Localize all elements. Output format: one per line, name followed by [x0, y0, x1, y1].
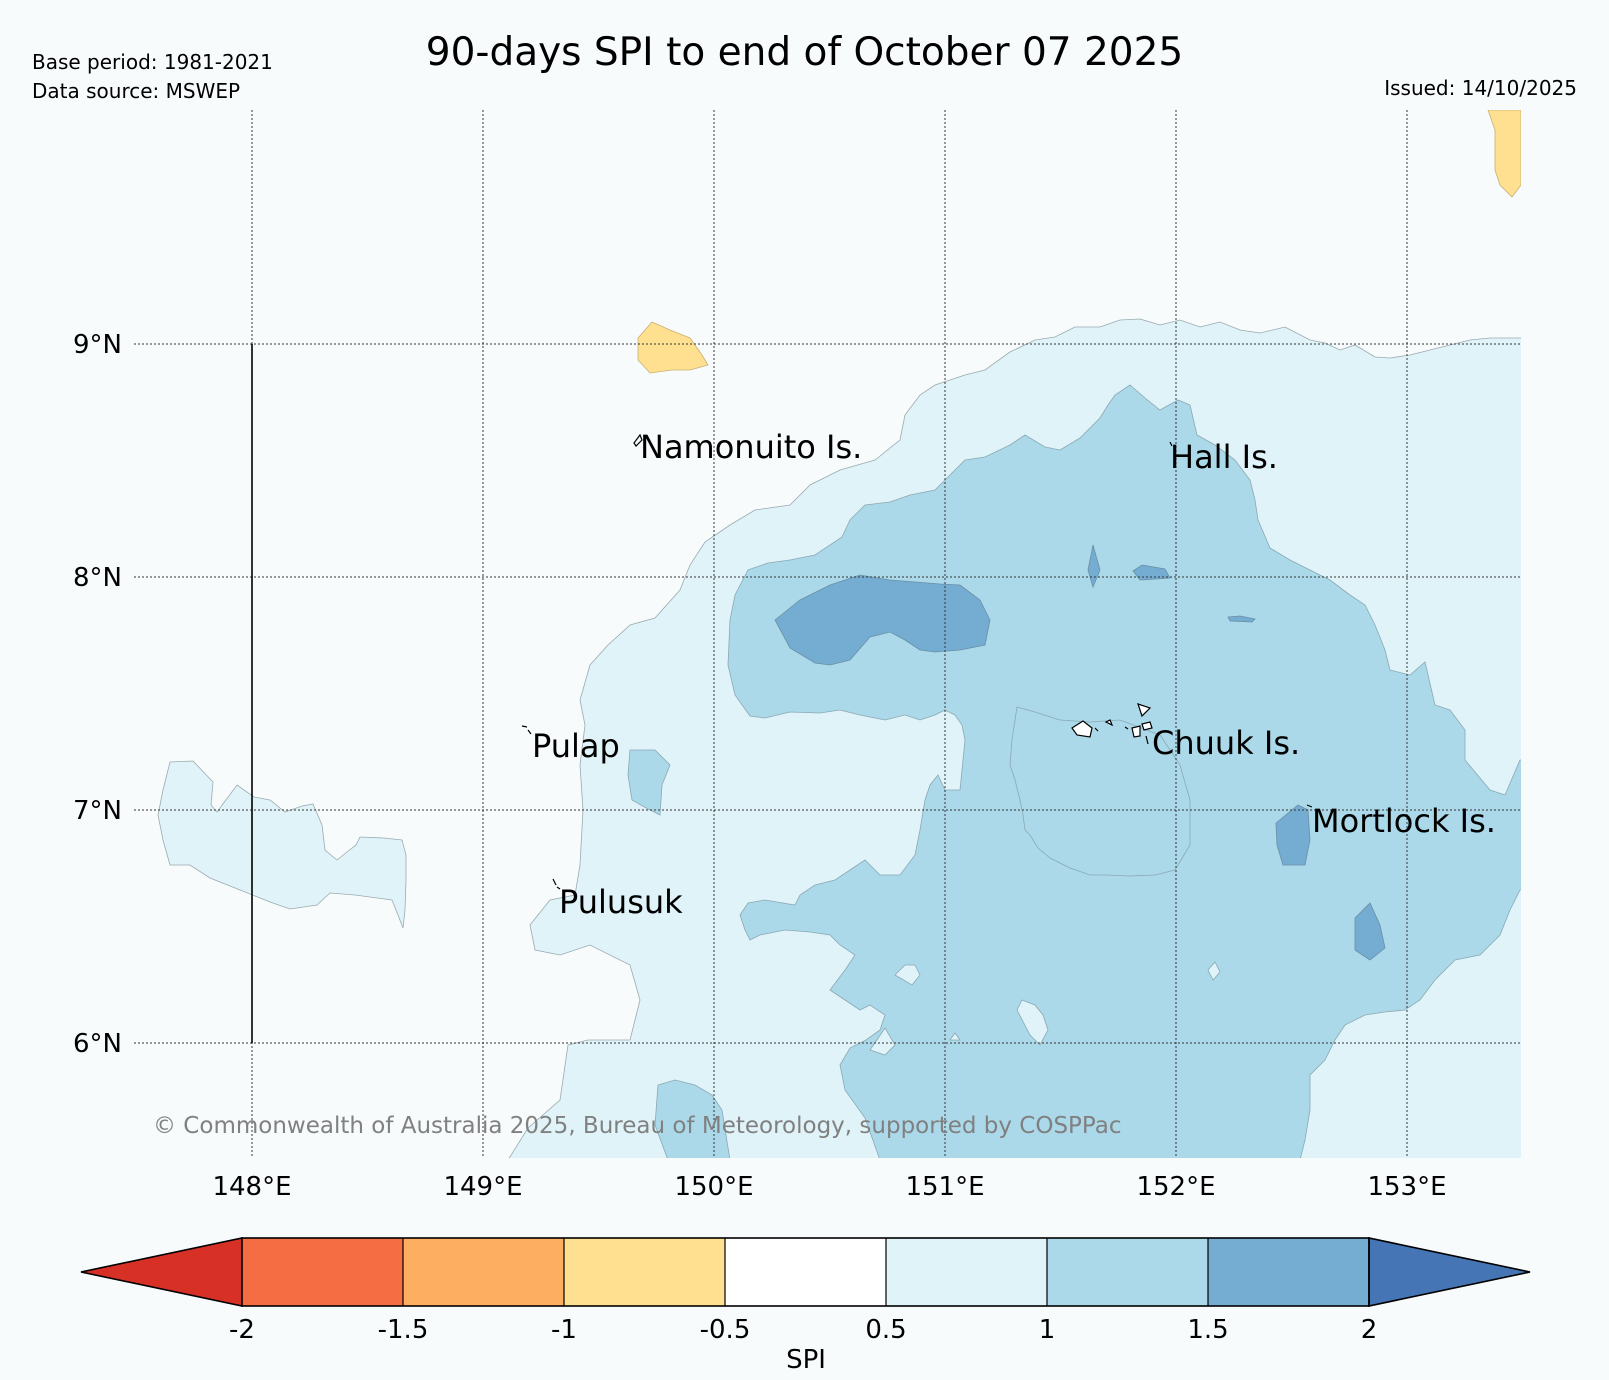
spi-region-dark-3	[1227, 615, 1256, 623]
colorbar-bin-4	[725, 1238, 886, 1306]
chuuk-island-5	[1141, 721, 1153, 731]
data-source-text: Data source: MSWEP	[32, 79, 241, 103]
colorbar-tick: -0.5	[700, 1315, 751, 1345]
pulusuk-island-shape	[552, 878, 561, 890]
colorbar-frame	[241, 1237, 1370, 1307]
place-label-pulusuk: Pulusuk	[559, 883, 683, 921]
chuuk-island-2	[1071, 720, 1093, 738]
colorbar-bin-7	[1208, 1238, 1369, 1306]
colorbar-tick: -1.5	[378, 1315, 429, 1345]
spi-region-dark-5	[1354, 902, 1386, 961]
colorbar-label: SPI	[786, 1345, 826, 1375]
lat-tick-labels: 9°N 8°N 7°N 6°N	[73, 330, 122, 1059]
header-metadata: Base period: 1981-2021 Data source: MSWE…	[32, 48, 273, 106]
colorbar-extend-above	[1368, 1237, 1531, 1307]
base-period-text: Base period: 1981-2021	[32, 50, 273, 74]
lat-tick-8: 8°N	[73, 563, 122, 593]
colorbar-bin-2	[403, 1238, 564, 1306]
colorbar-dividers	[402, 1238, 1209, 1306]
lon-tick-150: 150°E	[674, 1172, 753, 1202]
colorbar-tick: 0.5	[865, 1315, 906, 1345]
colorbar-tick: -1	[551, 1315, 577, 1345]
place-label-pulap: Pulap	[532, 727, 620, 765]
colorbar-tick: 2	[1361, 1315, 1378, 1345]
colorbar-bin-1	[242, 1238, 403, 1306]
chuuk-island-4	[1131, 725, 1141, 738]
chuuk-island-1	[1137, 703, 1152, 718]
colorbar-bin-6	[1047, 1238, 1208, 1306]
colorbar-bin-3	[564, 1238, 725, 1306]
lat-tick-9: 9°N	[73, 330, 122, 360]
spi-region-medium-pulap	[627, 749, 671, 816]
colorbar-bin-5	[886, 1238, 1047, 1306]
map-title: 90-days SPI to end of October 07 2025	[425, 30, 1184, 75]
colorbar-tick: -2	[229, 1315, 255, 1345]
spi-hole-4	[1207, 961, 1221, 981]
pulap-island-shape	[521, 725, 532, 735]
chuuk-reef-marks	[1094, 726, 1149, 745]
spi-region-dry-2	[1487, 110, 1521, 198]
colorbar-extend-below	[80, 1237, 243, 1307]
place-label-chuuk: Chuuk Is.	[1152, 724, 1300, 762]
mortlock-island-shape	[1306, 804, 1313, 808]
lat-tick-6: 6°N	[73, 1029, 122, 1059]
lon-tick-148: 148°E	[212, 1172, 291, 1202]
spi-hole-1	[894, 964, 921, 986]
spi-region-dry-1	[637, 321, 709, 374]
lon-tick-151: 151°E	[905, 1172, 984, 1202]
lon-tick-152: 152°E	[1136, 1172, 1215, 1202]
spi-region-light-west	[157, 760, 407, 929]
lon-tick-153: 153°E	[1367, 1172, 1446, 1202]
spi-hole-2	[869, 1027, 896, 1056]
place-label-mortlock: Mortlock Is.	[1312, 802, 1496, 840]
chuuk-island-3	[1104, 719, 1114, 727]
spi-hole-3	[949, 1032, 961, 1041]
colorbar-tick: 1	[1039, 1315, 1056, 1345]
namonuito-island-shape	[633, 433, 643, 447]
place-label-hall: Hall Is.	[1170, 438, 1278, 476]
colorbar: -2 -1.5 -1 -0.5 0.5 1 1.5 2 SPI	[80, 1237, 1531, 1375]
lon-tick-labels: 148°E 149°E 150°E 151°E 152°E 153°E	[212, 1172, 1446, 1202]
map-plot-area: Namonuito Is. Hall Is. Pulap Chuuk Is. M…	[134, 110, 1521, 1158]
lat-tick-7: 7°N	[73, 796, 122, 826]
issued-date: Issued: 14/10/2025	[1384, 76, 1577, 100]
copyright-text: © Commonwealth of Australia 2025, Bureau…	[153, 1113, 1122, 1139]
hall-island-shape	[1169, 441, 1173, 447]
island-outlines	[521, 433, 1313, 890]
place-label-namonuito: Namonuito Is.	[640, 428, 862, 466]
lon-tick-149: 149°E	[443, 1172, 522, 1202]
place-labels: Namonuito Is. Hall Is. Pulap Chuuk Is. M…	[532, 428, 1496, 921]
spi-region-dark-4	[1275, 804, 1311, 866]
colorbar-tick: 1.5	[1187, 1315, 1228, 1345]
spi-region-dark-2	[1132, 564, 1171, 581]
colorbar-ticks: -2 -1.5 -1 -0.5 0.5 1 1.5 2	[229, 1315, 1377, 1345]
